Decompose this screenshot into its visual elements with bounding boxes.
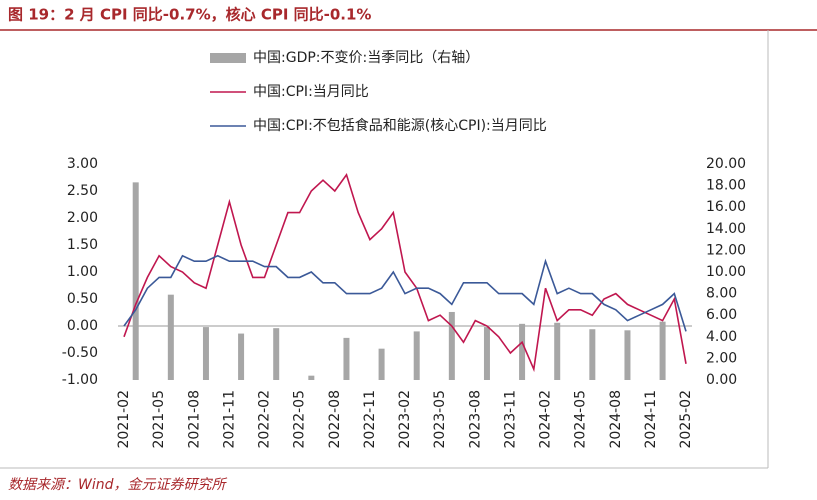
legend-label: 中国:GDP:不变价:当季同比（右轴） (253, 50, 479, 66)
x-tick-label: 2022-05 (292, 390, 308, 449)
bar (519, 323, 526, 380)
y2-tick-label: 10.00 (706, 264, 746, 280)
x-tick-label: 2025-02 (678, 390, 694, 449)
x-tick-label: 2021-08 (186, 390, 202, 449)
legend-label: 中国:CPI:不包括食品和能源(核心CPI):当月同比 (253, 117, 547, 134)
bar (554, 322, 561, 380)
line (123, 173, 687, 373)
y2-tick-label: 8.00 (706, 286, 737, 302)
bar (413, 331, 420, 380)
x-tick-label: 2024-11 (643, 390, 659, 449)
x-tick-label: 2023-02 (397, 390, 413, 449)
y-tick-label: 2.00 (67, 210, 98, 226)
y-tick-label: 1.50 (67, 237, 98, 253)
bar (378, 348, 385, 380)
source: 数据来源：Wind，金元证券研究所 (8, 477, 227, 493)
legend-label: 中国:CPI:当月同比 (253, 84, 369, 100)
y2-tick-label: 0.00 (706, 372, 737, 388)
bar (589, 329, 596, 380)
legend-swatch (210, 53, 246, 63)
y2-tick-label: 20.00 (706, 156, 746, 172)
bar (448, 311, 455, 380)
y2-tick-label: 6.00 (706, 307, 737, 323)
y2-tick-label: 18.00 (706, 178, 746, 194)
x-tick-label: 2023-05 (432, 390, 448, 449)
y-tick-label: 3.00 (67, 156, 98, 172)
line (123, 254, 687, 332)
bar (308, 375, 315, 380)
x-tick-label: 2024-08 (608, 390, 624, 449)
x-tick-label: 2023-11 (502, 390, 518, 449)
x-tick-label: 2022-02 (257, 390, 273, 449)
bar (343, 337, 350, 380)
y2-tick-label: 12.00 (706, 242, 746, 258)
y-tick-label: -0.50 (62, 345, 98, 361)
bar (238, 333, 245, 380)
y-tick-label: 0.00 (67, 318, 98, 334)
bar (202, 327, 209, 380)
x-tick-label: 2021-02 (116, 390, 132, 449)
bar (132, 182, 139, 380)
x-tick-label: 2023-08 (467, 390, 483, 449)
y2-tick-label: 2.00 (706, 350, 737, 366)
bar (624, 330, 631, 380)
x-tick-label: 2022-11 (362, 390, 378, 449)
y-tick-label: 2.50 (67, 183, 98, 199)
x-tick-label: 2022-08 (327, 390, 343, 449)
chart-title: 图 19：2 月 CPI 同比-0.7%，核心 CPI 同比-0.1% (8, 6, 371, 24)
y2-tick-label: 4.00 (706, 329, 737, 345)
y2-tick-label: 14.00 (706, 221, 746, 237)
bar (167, 294, 174, 380)
x-tick-label: 2021-11 (221, 390, 237, 449)
bar (273, 328, 280, 380)
y-tick-label: -1.00 (62, 372, 98, 388)
x-tick-label: 2021-05 (151, 390, 167, 449)
y-tick-label: 1.00 (67, 264, 98, 280)
x-tick-label: 2024-05 (573, 390, 589, 449)
y-tick-label: 0.50 (67, 291, 98, 307)
x-tick-label: 2024-02 (538, 390, 554, 449)
y2-tick-label: 16.00 (706, 199, 746, 215)
bar (659, 321, 666, 380)
bar (483, 327, 490, 380)
